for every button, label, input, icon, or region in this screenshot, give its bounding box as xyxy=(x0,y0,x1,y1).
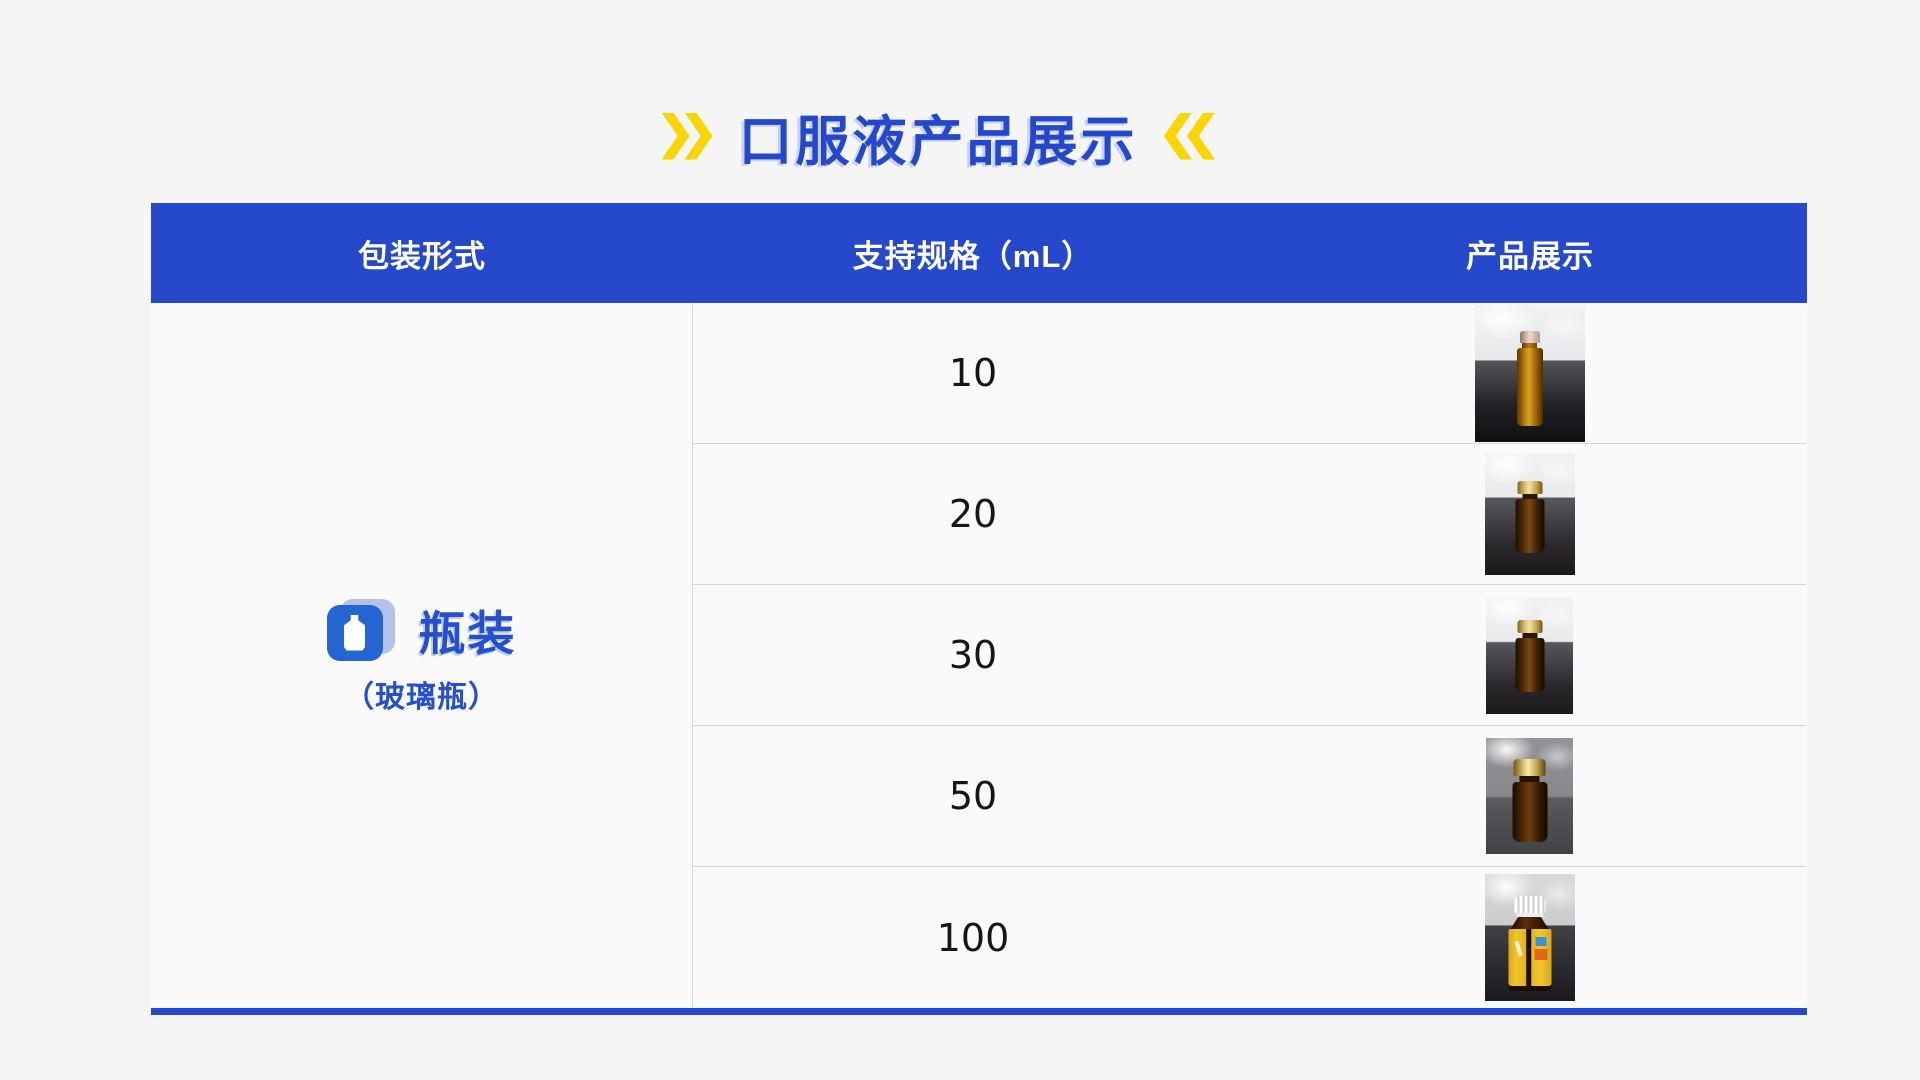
amber-vial xyxy=(1517,331,1543,426)
amber-bottle xyxy=(1515,481,1544,553)
bottle-icon xyxy=(327,599,397,661)
header-supported-specs: 支持规格（mL） xyxy=(693,203,1253,303)
product-photo-10ml xyxy=(1475,305,1585,442)
product-photo-cell xyxy=(1253,867,1806,1008)
double-chevron-left-icon xyxy=(1164,113,1215,160)
spec-value: 30 xyxy=(693,585,1253,725)
spec-value: 50 xyxy=(693,726,1253,866)
header-packaging-form: 包装形式 xyxy=(151,203,693,303)
product-photo-cell xyxy=(1253,444,1806,584)
packaging-title-line: 瓶装 xyxy=(327,595,517,664)
product-photo-20ml xyxy=(1485,453,1575,575)
page-title: 口服液产品展示 xyxy=(739,97,1138,176)
product-photo-30ml xyxy=(1486,597,1573,714)
packaging-name: 瓶装 xyxy=(419,595,517,664)
packaging-cell: 瓶装 （玻璃瓶） xyxy=(151,303,693,1008)
table-body: 瓶装 （玻璃瓶） 10 20 xyxy=(151,303,1807,1008)
amber-bottle xyxy=(1512,759,1547,842)
header-product-display: 产品展示 xyxy=(1253,203,1807,303)
bottom-accent-rule xyxy=(151,1008,1807,1015)
spec-value: 100 xyxy=(693,867,1253,1008)
table-row: 50 xyxy=(693,726,1806,867)
table-row: 30 xyxy=(693,585,1806,726)
slide-page: 口服液产品展示 包装形式 支持规格（mL） 产品展示 瓶装 （玻璃瓶） xyxy=(0,0,1920,1080)
table-header-row: 包装形式 支持规格（mL） 产品展示 xyxy=(151,203,1807,303)
spec-rows: 10 20 xyxy=(693,303,1806,1008)
product-photo-100ml xyxy=(1485,874,1575,1001)
product-photo-cell xyxy=(1253,303,1806,443)
double-chevron-right-icon xyxy=(662,113,713,160)
product-photo-50ml xyxy=(1486,738,1573,854)
product-photo-cell xyxy=(1253,585,1806,725)
table-row: 20 xyxy=(693,444,1806,585)
spec-value: 20 xyxy=(693,444,1253,584)
packaging-subtitle: （玻璃瓶） xyxy=(344,672,499,716)
spec-value: 10 xyxy=(693,303,1253,443)
product-photo-cell xyxy=(1253,726,1806,866)
page-title-bar: 口服液产品展示 xyxy=(0,100,1898,172)
labeled-amber-bottle xyxy=(1508,896,1551,991)
amber-bottle xyxy=(1515,620,1544,692)
table-row: 100 xyxy=(693,867,1806,1008)
table-row: 10 xyxy=(693,303,1806,444)
